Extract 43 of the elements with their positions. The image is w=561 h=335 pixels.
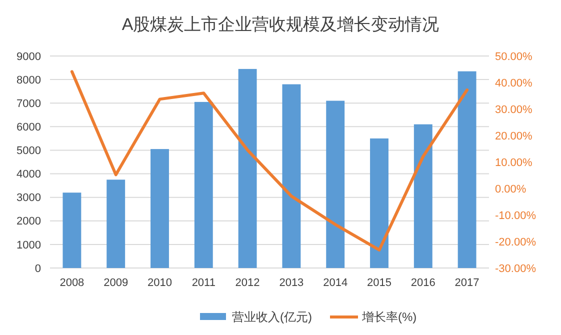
x-tick-label: 2011: [192, 277, 216, 289]
y2-tick-label: 10.00%: [495, 156, 533, 169]
bar: [282, 84, 301, 268]
bar: [238, 68, 257, 268]
y2-tick-label: 40.00%: [495, 77, 533, 90]
bar: [458, 71, 476, 268]
x-tick-label: 2012: [235, 277, 260, 289]
x-tick-label: 2008: [60, 277, 84, 289]
bar: [62, 192, 82, 268]
bar: [194, 102, 213, 268]
y2-tick-label: 50.00%: [495, 50, 533, 63]
y-tick-label: 4000: [16, 168, 41, 181]
y-tick-label: 7000: [16, 98, 41, 110]
bar: [326, 100, 345, 268]
bar: [150, 149, 169, 268]
y-tick-label: 9000: [16, 50, 41, 63]
y-tick-label: 0: [34, 262, 41, 275]
x-tick-label: 2013: [279, 277, 304, 289]
legend-label: 营业收入(亿元): [232, 310, 312, 324]
legend-label: 增长率(%): [361, 310, 417, 324]
x-tick-label: 2009: [104, 277, 128, 289]
y2-tick-label: -20.00%: [495, 236, 536, 248]
x-tick-label: 2016: [410, 277, 436, 289]
y-tick-label: 1000: [16, 239, 41, 252]
y-tick-label: 6000: [16, 122, 41, 134]
x-tick-label: 2014: [323, 277, 348, 289]
y2-tick-label: 20.00%: [495, 130, 533, 142]
y2-tick-label: 0.00%: [495, 183, 526, 196]
chart-title: A股煤炭上市企业营收规模及增长变动情况: [122, 15, 440, 34]
bar: [414, 124, 432, 268]
y-tick-label: 5000: [16, 145, 41, 158]
x-tick-label: 2010: [148, 277, 172, 289]
x-tick-label: 2017: [454, 277, 480, 289]
y2-tick-label: -30.00%: [495, 262, 536, 275]
bar: [370, 138, 388, 268]
y-tick-label: 3000: [16, 192, 41, 204]
bar: [106, 180, 126, 268]
y2-tick-label: 30.00%: [495, 104, 533, 116]
y2-tick-label: -10.00%: [495, 210, 536, 222]
line-series: [70, 70, 469, 252]
y-tick-label: 2000: [16, 216, 41, 228]
y-tick-label: 8000: [16, 74, 41, 86]
x-tick-label: 2015: [367, 277, 392, 289]
